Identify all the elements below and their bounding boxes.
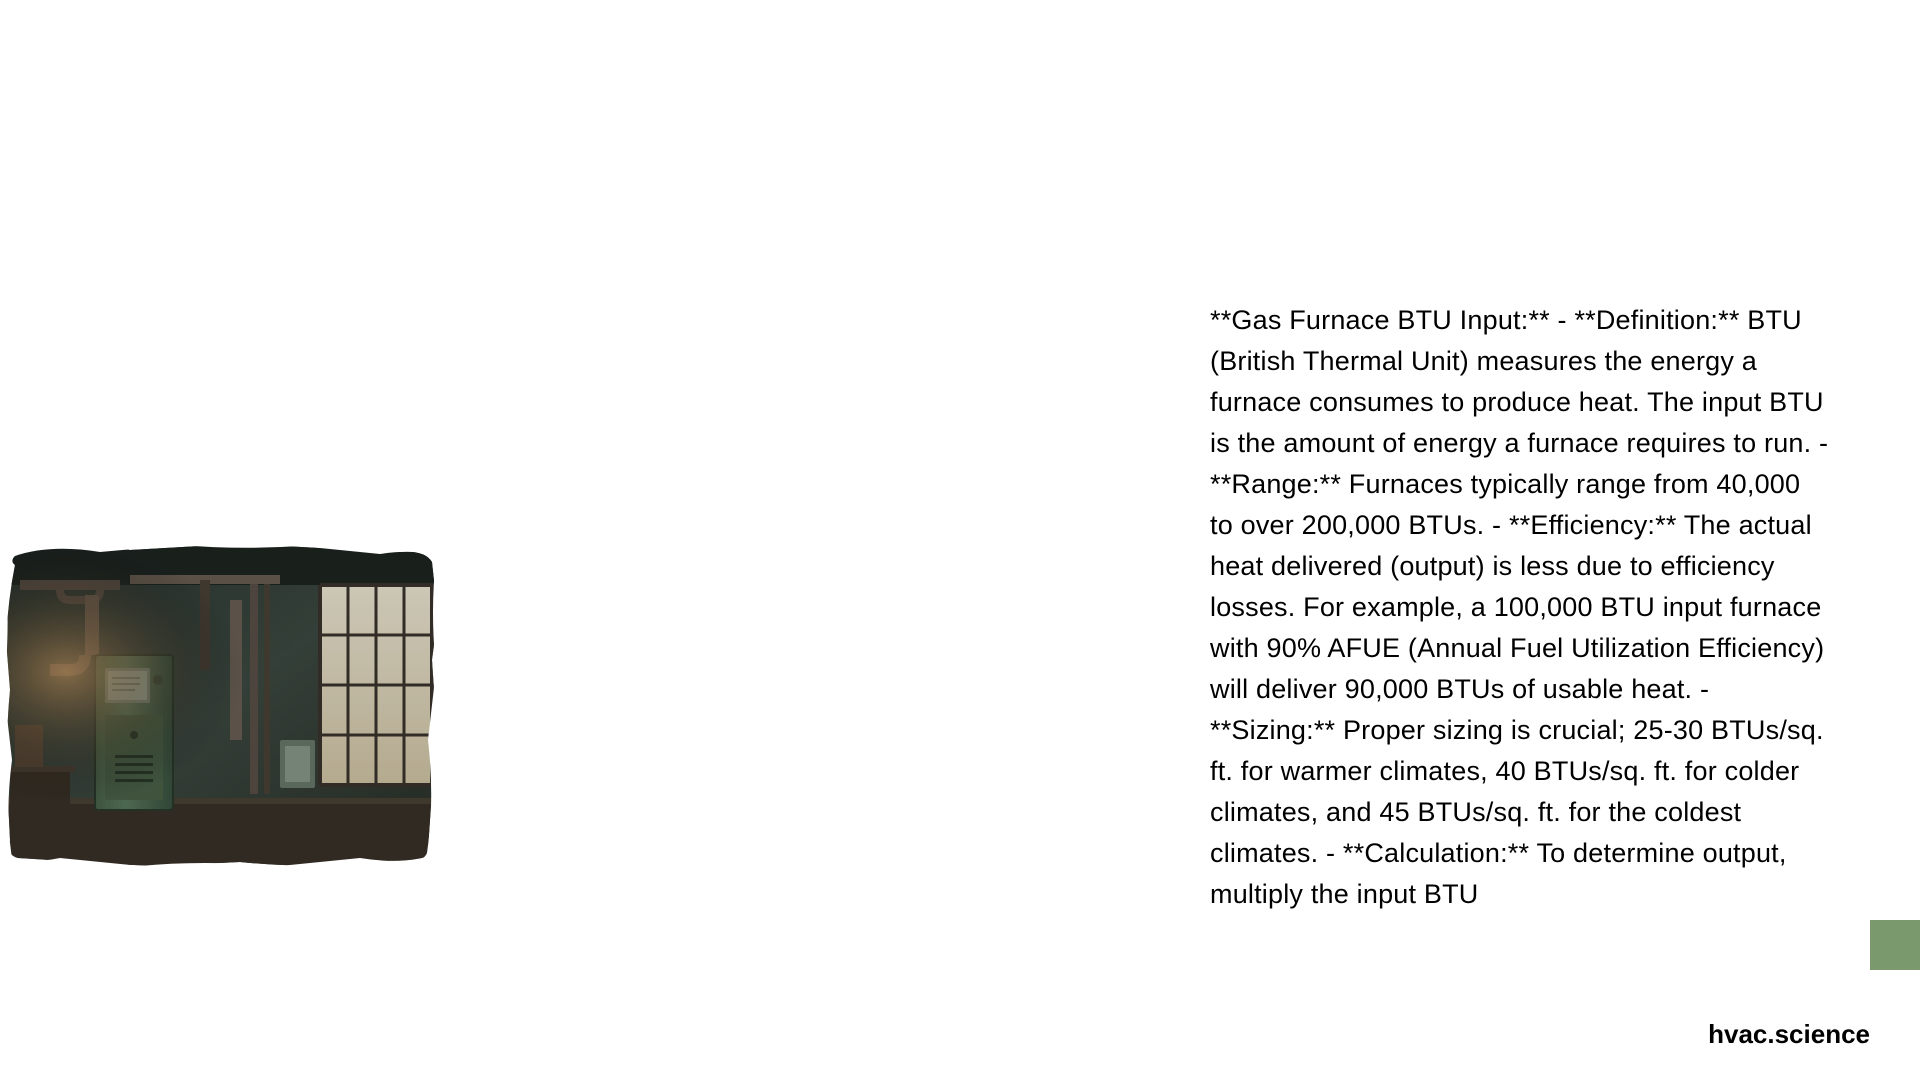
furnace-room-image bbox=[0, 540, 440, 870]
footer-brand: hvac.science bbox=[1708, 1019, 1870, 1050]
body-text: **Gas Furnace BTU Input:** - **Definitio… bbox=[1210, 300, 1830, 915]
hero-image-container bbox=[0, 540, 440, 870]
accent-bar bbox=[1870, 920, 1920, 970]
